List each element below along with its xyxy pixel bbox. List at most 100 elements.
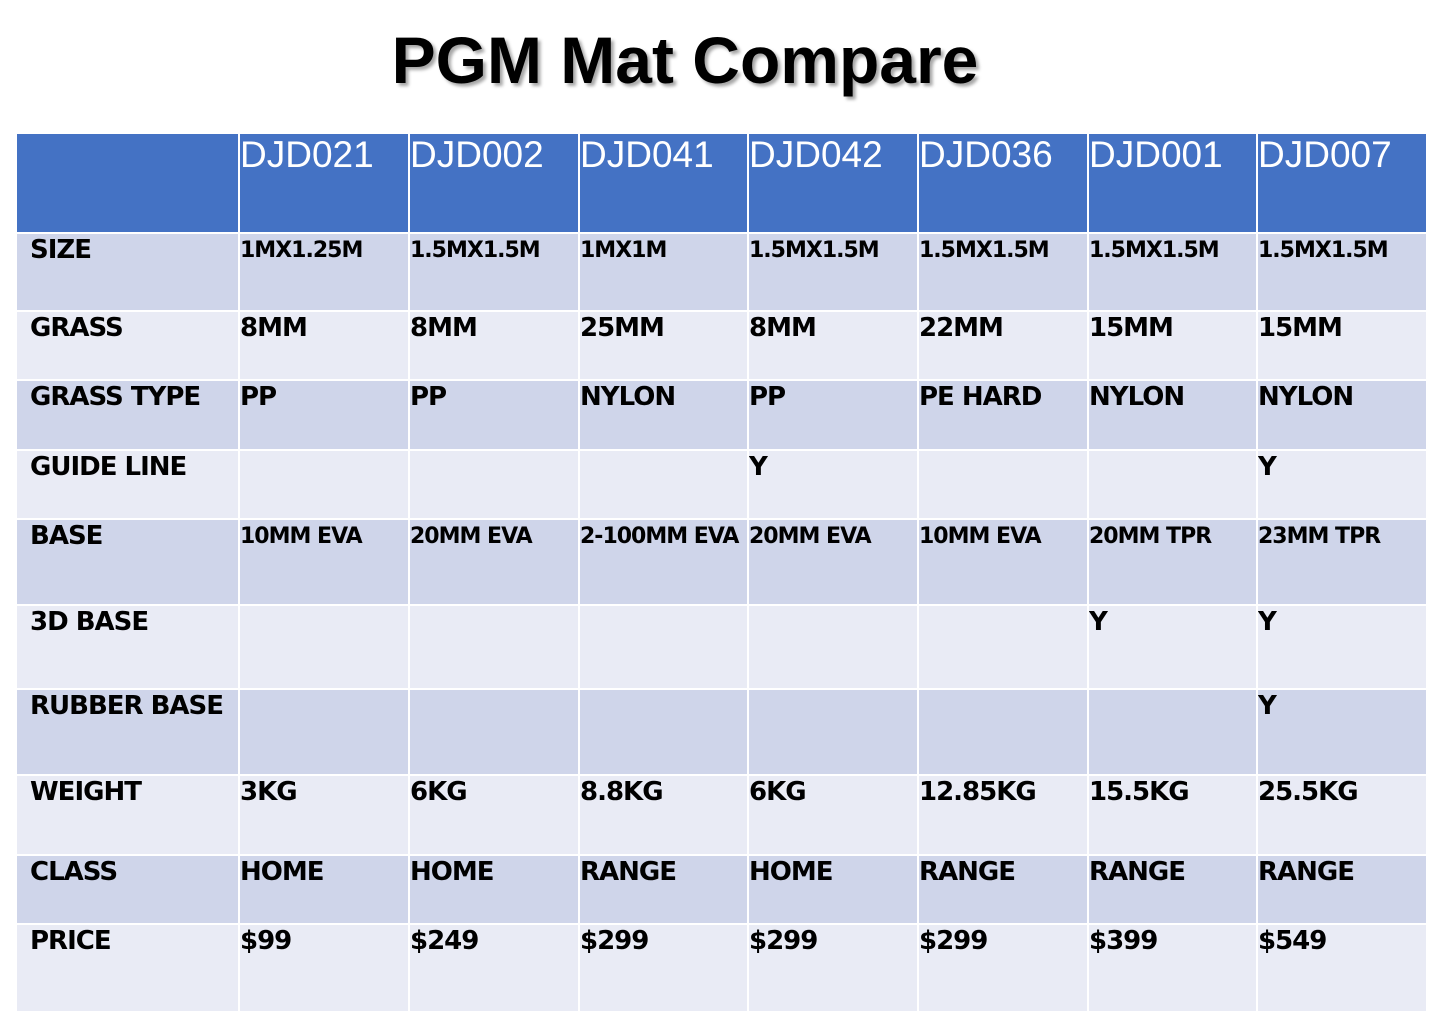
table-cell <box>917 688 1089 776</box>
table-cell: PE HARD <box>917 379 1089 451</box>
table-cell: 1.5MX1.5M <box>1256 232 1428 312</box>
table-cell: RANGE <box>1256 854 1428 925</box>
table-cell: PP <box>747 379 919 451</box>
column-header: DJD036 <box>917 132 1089 234</box>
table-cell <box>917 604 1089 690</box>
table-row: CLASS HOME HOME RANGE HOME RANGE RANGE R… <box>15 854 1428 925</box>
row-label: GRASS <box>15 310 240 381</box>
table-cell: 8MM <box>408 310 580 381</box>
table-row: 3D BASE Y Y <box>15 604 1428 690</box>
table-cell: 8MM <box>238 310 410 381</box>
table-cell: HOME <box>408 854 580 925</box>
table-cell: 10MM EVA <box>917 518 1089 606</box>
table-cell: 6KG <box>747 774 919 856</box>
table-cell: 2-100MM EVA <box>578 518 749 606</box>
table-row: BASE 10MM EVA 20MM EVA 2-100MM EVA 20MM … <box>15 518 1428 606</box>
table-cell: $249 <box>408 923 580 1013</box>
table-cell: RANGE <box>1087 854 1258 925</box>
table-row: PRICE $99 $249 $299 $299 $299 $399 $549 <box>15 923 1428 1013</box>
table-cell: 1.5MX1.5M <box>917 232 1089 312</box>
table-cell: RANGE <box>578 854 749 925</box>
table-cell: 8.8KG <box>578 774 749 856</box>
table-cell: PP <box>408 379 580 451</box>
table-cell: 22MM <box>917 310 1089 381</box>
column-header: DJD021 <box>238 132 410 234</box>
column-header: DJD041 <box>578 132 749 234</box>
table-cell <box>408 604 580 690</box>
table-cell <box>747 688 919 776</box>
table-cell <box>408 449 580 520</box>
table-cell: Y <box>747 449 919 520</box>
row-label: SIZE <box>15 232 240 312</box>
table-cell: PP <box>238 379 410 451</box>
header-row: DJD021 DJD002 DJD041 DJD042 DJD036 DJD00… <box>15 132 1428 234</box>
column-header: DJD007 <box>1256 132 1428 234</box>
table-cell: 1MX1.25M <box>238 232 410 312</box>
table-row: GRASS TYPE PP PP NYLON PP PE HARD NYLON … <box>15 379 1428 451</box>
row-label: PRICE <box>15 923 240 1013</box>
comparison-table: DJD021 DJD002 DJD041 DJD042 DJD036 DJD00… <box>15 132 1428 1013</box>
table-cell <box>747 604 919 690</box>
table-cell <box>408 688 580 776</box>
table-cell: 1.5MX1.5M <box>747 232 919 312</box>
table-cell: 20MM EVA <box>408 518 580 606</box>
table-cell <box>1087 688 1258 776</box>
table-cell: HOME <box>747 854 919 925</box>
table-cell: NYLON <box>578 379 749 451</box>
column-header: DJD042 <box>747 132 919 234</box>
table-cell <box>917 449 1089 520</box>
table-cell: 20MM EVA <box>747 518 919 606</box>
table-cell <box>238 688 410 776</box>
table-cell: $299 <box>747 923 919 1013</box>
column-header: DJD002 <box>408 132 580 234</box>
row-label: GUIDE LINE <box>15 449 240 520</box>
table-cell: Y <box>1256 449 1428 520</box>
row-label: BASE <box>15 518 240 606</box>
table-cell: 25MM <box>578 310 749 381</box>
table-cell <box>578 604 749 690</box>
row-label: CLASS <box>15 854 240 925</box>
table-cell: $299 <box>917 923 1089 1013</box>
table-cell: $549 <box>1256 923 1428 1013</box>
table-row: RUBBER BASE Y <box>15 688 1428 776</box>
table-cell: 1.5MX1.5M <box>1087 232 1258 312</box>
table-cell: $99 <box>238 923 410 1013</box>
table-row: GUIDE LINE Y Y <box>15 449 1428 520</box>
table-cell: 15.5KG <box>1087 774 1258 856</box>
table-cell: Y <box>1256 604 1428 690</box>
table-cell: 10MM EVA <box>238 518 410 606</box>
table-cell: 12.85KG <box>917 774 1089 856</box>
row-label: 3D BASE <box>15 604 240 690</box>
table-cell: RANGE <box>917 854 1089 925</box>
table-cell: 1.5MX1.5M <box>408 232 580 312</box>
row-label: RUBBER BASE <box>15 688 240 776</box>
table-row: WEIGHT 3KG 6KG 8.8KG 6KG 12.85KG 15.5KG … <box>15 774 1428 856</box>
table-cell: 8MM <box>747 310 919 381</box>
table-cell: NYLON <box>1256 379 1428 451</box>
table-cell: 15MM <box>1087 310 1258 381</box>
row-label: WEIGHT <box>15 774 240 856</box>
table-cell: NYLON <box>1087 379 1258 451</box>
table-cell: 15MM <box>1256 310 1428 381</box>
table-cell: 25.5KG <box>1256 774 1428 856</box>
table-cell: HOME <box>238 854 410 925</box>
table-cell: 23MM TPR <box>1256 518 1428 606</box>
table-cell: 6KG <box>408 774 580 856</box>
table-cell <box>238 449 410 520</box>
table-cell: $399 <box>1087 923 1258 1013</box>
table-row: SIZE 1MX1.25M 1.5MX1.5M 1MX1M 1.5MX1.5M … <box>15 232 1428 312</box>
table-cell <box>1087 449 1258 520</box>
table-row: GRASS 8MM 8MM 25MM 8MM 22MM 15MM 15MM <box>15 310 1428 381</box>
corner-cell <box>15 132 240 234</box>
table-cell: Y <box>1256 688 1428 776</box>
table-cell: 3KG <box>238 774 410 856</box>
table-cell: 1MX1M <box>578 232 749 312</box>
table-cell: Y <box>1087 604 1258 690</box>
table-cell: 20MM TPR <box>1087 518 1258 606</box>
page-title: PGM Mat Compare <box>391 23 979 97</box>
table-cell <box>578 688 749 776</box>
row-label: GRASS TYPE <box>15 379 240 451</box>
column-header: DJD001 <box>1087 132 1258 234</box>
table-cell <box>238 604 410 690</box>
table-cell: $299 <box>578 923 749 1013</box>
